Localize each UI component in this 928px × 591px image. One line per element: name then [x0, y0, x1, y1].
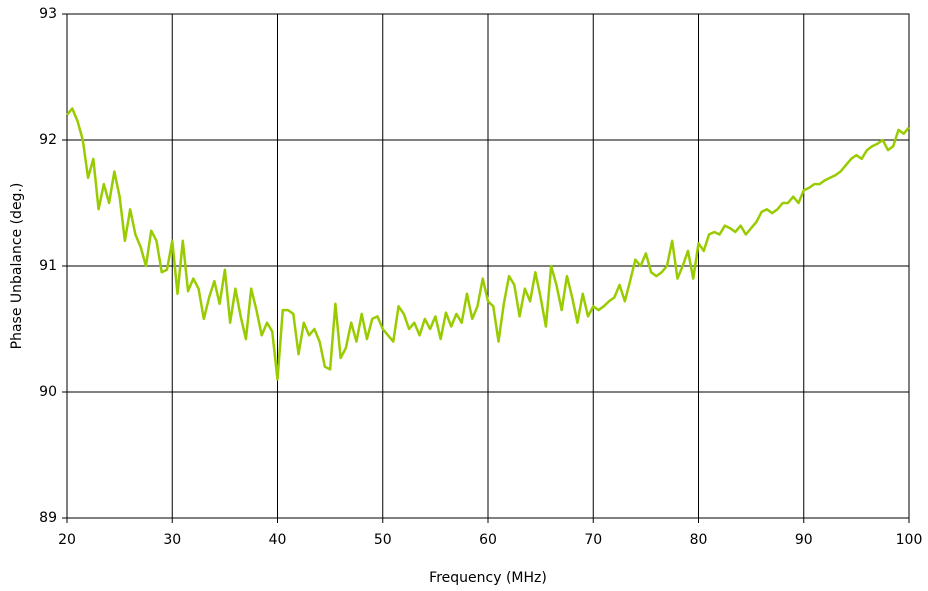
- y-tick-label: 92: [39, 132, 57, 148]
- x-tick-label: 60: [479, 532, 497, 548]
- x-tick-label: 100: [896, 532, 923, 548]
- y-tick-label: 90: [39, 384, 57, 400]
- x-tick-label: 30: [163, 532, 181, 548]
- x-tick-label: 80: [690, 532, 708, 548]
- x-tick-label: 50: [374, 532, 392, 548]
- x-tick-label: 20: [58, 532, 76, 548]
- y-tick-label: 93: [39, 6, 57, 22]
- x-tick-label: 40: [269, 532, 287, 548]
- data-line: [66, 107, 910, 381]
- x-tick-label: 90: [795, 532, 813, 548]
- y-tick-label: 89: [39, 510, 57, 526]
- x-tick-label: 70: [584, 532, 602, 548]
- y-tick-label: 91: [39, 258, 57, 274]
- x-axis-label: Frequency (MHz): [429, 570, 547, 586]
- y-axis-label: Phase Unbalance (deg.): [9, 183, 25, 350]
